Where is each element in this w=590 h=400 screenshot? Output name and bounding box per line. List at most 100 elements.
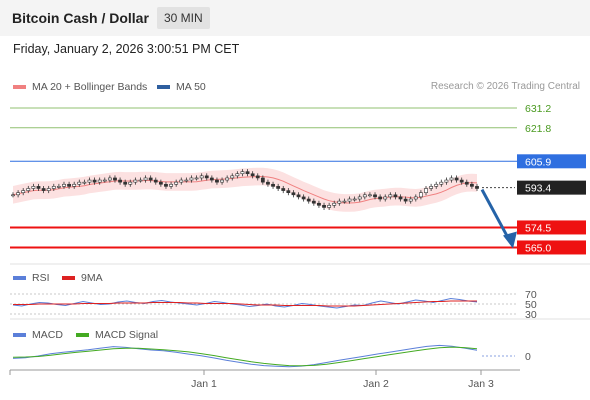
candle-body <box>184 179 189 182</box>
level-label: 631.2 <box>525 103 551 115</box>
candle-body <box>347 198 352 202</box>
candle-body <box>31 186 36 189</box>
candle-body <box>424 188 428 193</box>
rsi-swatch <box>13 276 26 280</box>
candle-body <box>46 188 51 191</box>
candle-body <box>260 177 265 183</box>
candle-body <box>82 181 87 184</box>
candle-body <box>439 181 444 185</box>
forecast-arrow <box>480 188 512 243</box>
x-tick-label: Jan 1 <box>191 378 217 390</box>
candle-body <box>77 181 82 185</box>
candle-body <box>250 173 255 177</box>
candle-body <box>306 198 311 202</box>
bollinger-band <box>13 167 477 212</box>
macd-zero-label: 0 <box>525 351 531 363</box>
level-tag <box>517 220 586 235</box>
legend-macd-signal: MACD Signal <box>76 329 158 341</box>
candle-body <box>240 171 245 175</box>
candle-body <box>143 177 148 181</box>
candle-body <box>286 190 291 193</box>
level-label: 621.8 <box>525 123 551 135</box>
current-price-tag <box>517 180 586 195</box>
candle-body <box>118 179 122 183</box>
legend-ma20: MA 20 + Bollinger Bands <box>13 81 147 93</box>
legend-macd-label: MACD <box>32 329 63 341</box>
legend-9ma: 9MA <box>62 272 103 284</box>
ma50-swatch <box>157 85 170 89</box>
candle-body <box>429 186 434 189</box>
candle-body <box>189 177 194 181</box>
candle-body <box>169 183 173 187</box>
candle-body <box>128 181 133 185</box>
candle-body <box>204 175 209 179</box>
rsi-scale-label: 30 <box>525 309 537 321</box>
candle-body <box>419 192 423 198</box>
candle-body <box>413 196 418 200</box>
candle-body <box>123 181 128 185</box>
candle-body <box>311 200 316 204</box>
legend-macd: MACD <box>13 329 63 341</box>
candle-body <box>245 171 250 175</box>
candle-body <box>434 183 439 187</box>
candle-body <box>281 188 286 191</box>
candle-body <box>317 202 321 206</box>
credit-text: Research © 2026 Trading Central <box>430 81 580 92</box>
candle-body <box>464 181 469 185</box>
candle-body <box>449 177 454 181</box>
candle-body <box>398 196 403 200</box>
candle-body <box>41 188 46 191</box>
candle-body <box>368 194 372 197</box>
candle-body <box>230 175 235 179</box>
x-tick-label: Jan 2 <box>363 378 389 390</box>
candle-body <box>148 177 153 181</box>
macd-swatch <box>13 333 26 337</box>
level-tag <box>517 154 586 169</box>
candle-body <box>459 179 464 183</box>
candle-body <box>138 179 143 182</box>
candle-body <box>11 194 15 197</box>
candle-body <box>357 196 362 200</box>
candle-body <box>332 202 337 206</box>
candle-body <box>133 179 138 183</box>
candle-body <box>26 188 31 191</box>
candle-body <box>337 200 342 204</box>
candle-body <box>322 205 326 208</box>
level-label: 605.9 <box>525 156 551 168</box>
ma9-swatch <box>62 276 75 280</box>
candle-body <box>153 179 158 183</box>
level-tag <box>517 240 586 255</box>
candle-body <box>72 183 77 187</box>
candle-body <box>475 186 479 189</box>
candle-body <box>164 183 168 187</box>
candle-body <box>362 194 367 198</box>
candle-body <box>16 192 20 196</box>
candle-body <box>56 186 61 188</box>
level-label: 574.5 <box>525 222 551 234</box>
candle-body <box>21 190 26 193</box>
candle-body <box>199 175 204 179</box>
timeframe-button[interactable]: 30 MIN <box>157 7 210 29</box>
macd-signal-line <box>12 346 478 367</box>
candle-body <box>255 175 260 179</box>
candle-body <box>444 179 449 183</box>
candle-body <box>271 183 275 187</box>
legend-rsi-label: RSI <box>32 272 50 284</box>
candle-body <box>97 179 102 183</box>
candle-body <box>179 179 184 183</box>
candle-body <box>296 194 301 198</box>
candle-body <box>87 179 92 183</box>
rsi-scale-label: 70 <box>525 289 537 301</box>
rsi-scale-label: 50 <box>525 299 537 311</box>
header-bar <box>0 0 590 36</box>
level-label: 565.0 <box>525 242 551 254</box>
candle-body <box>174 181 179 185</box>
candle-body <box>158 181 163 185</box>
candle-body <box>327 205 332 208</box>
x-tick-label: Jan 3 <box>468 378 494 390</box>
candle-body <box>92 179 97 183</box>
candle-body <box>194 177 199 180</box>
candle-body <box>388 194 393 198</box>
candle-body <box>225 177 230 181</box>
